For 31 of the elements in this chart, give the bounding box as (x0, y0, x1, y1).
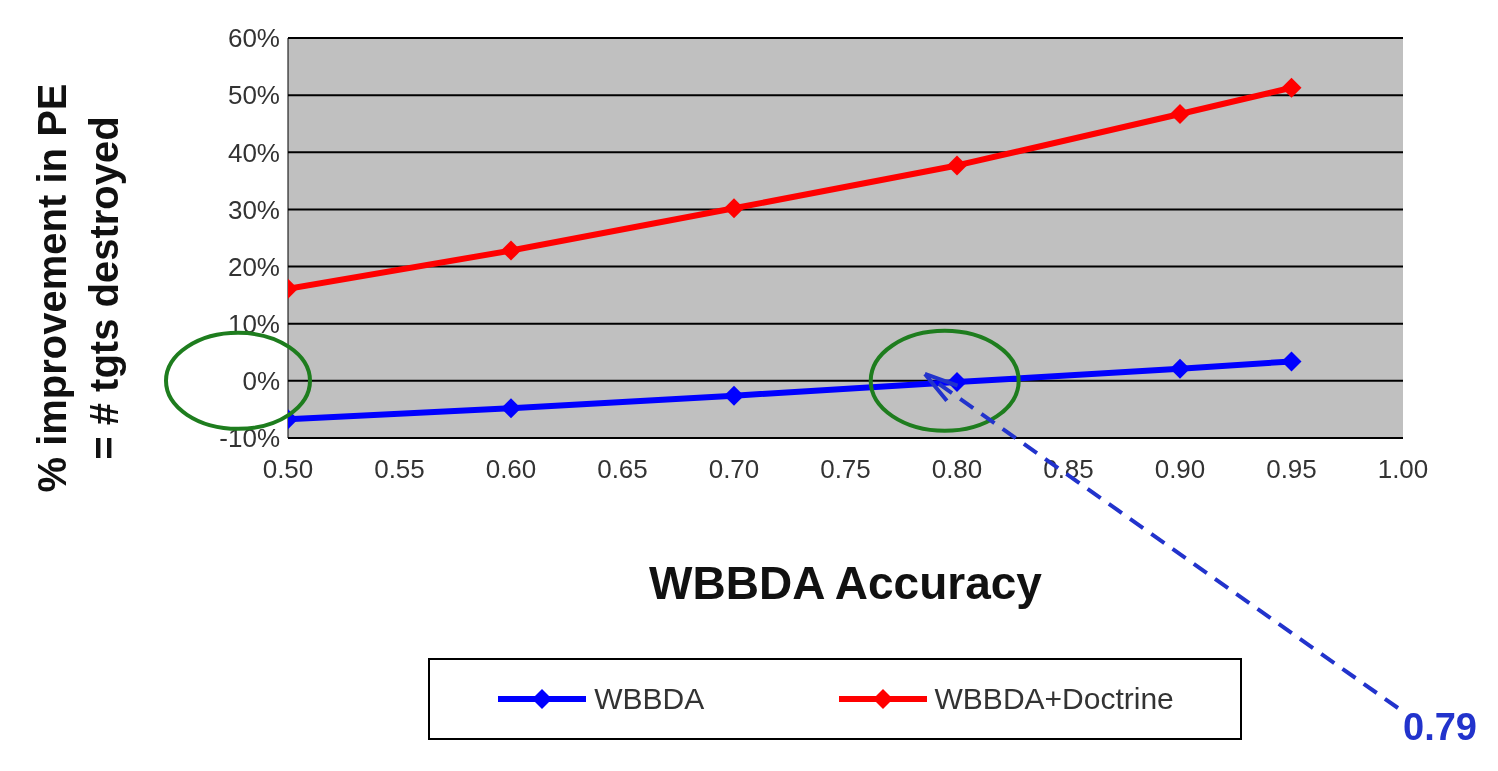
legend-label: WBBDA+Doctrine (934, 682, 1174, 716)
point (724, 198, 744, 219)
y-tick-label: 30% (227, 194, 280, 225)
legend-label: WBBDA (594, 682, 705, 716)
x-tick-label: 0.55 (374, 454, 425, 485)
x-tick-label: 0.65 (597, 454, 648, 485)
text: 0.79 (1403, 706, 1477, 748)
point (501, 240, 521, 261)
point (1170, 104, 1190, 124)
y-tick-label: 40% (227, 137, 280, 168)
x-tick-label: 0.50 (262, 454, 314, 485)
point (947, 155, 967, 176)
point (1281, 351, 1302, 372)
y-tick-label: 50% (227, 80, 280, 111)
point (501, 398, 521, 419)
y-tick-label: 60% (227, 23, 280, 54)
y-tick-label: 0% (242, 366, 280, 397)
x-tick-label: 0.75 (820, 454, 871, 485)
x-tick-label: 0.90 (1154, 454, 1206, 485)
y-tick-label: -10% (219, 423, 280, 454)
x-tick-label: 0.60 (485, 454, 537, 485)
y-tick-label: 20% (227, 251, 280, 282)
x-tick-label: 0.80 (931, 454, 983, 485)
point (1170, 358, 1190, 379)
x-tick-label: 0.95 (1266, 454, 1317, 485)
y-axis-title: % improvement in PE = # tgts destroyed (29, 83, 127, 493)
x-axis-title: WBBDA Accuracy (648, 556, 1043, 610)
point (1281, 77, 1302, 98)
x-tick-label: 1.00 (1377, 454, 1429, 485)
point (724, 385, 744, 406)
x-tick-label: 0.70 (708, 454, 760, 485)
